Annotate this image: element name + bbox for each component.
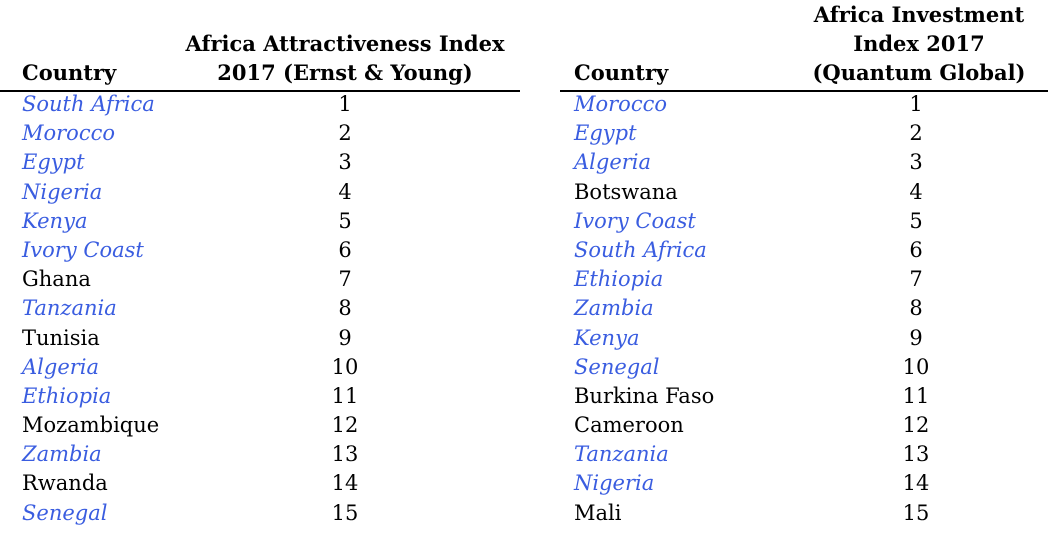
rank-cell: 4 (338, 179, 352, 204)
rank-cell: 9 (909, 325, 923, 350)
rank-cell: 8 (909, 296, 923, 321)
table-body: Morocco 1 Egypt 2 Algeria 3 Botswana 4 Ivory Coa… (560, 90, 1048, 528)
table-row: Cameroon 12 (560, 411, 1048, 440)
rank-cell: 3 (909, 150, 923, 175)
table-row: Tanzania 13 (560, 440, 1048, 469)
table-row: Zambia 8 (560, 294, 1048, 323)
rank-cell: 3 (338, 150, 352, 175)
table-row: Algeria 3 (560, 148, 1048, 177)
country-cell: Nigeria (22, 179, 103, 204)
table-row: Mali 15 (560, 499, 1048, 528)
country-cell: Kenya (22, 208, 88, 233)
table-header: Country Africa Attractiveness Index 2017… (0, 0, 520, 92)
rank-cell: 4 (909, 179, 923, 204)
rank-cell: 1 (338, 92, 352, 116)
index-column-header: Africa Investment Index 2017 (Quantum Gl… (812, 2, 1026, 85)
country-cell: Rwanda (22, 471, 108, 496)
country-column-header: Country (574, 60, 669, 85)
table-row: Nigeria 14 (560, 469, 1048, 498)
rank-cell: 5 (338, 208, 352, 233)
table-row: Kenya 9 (560, 324, 1048, 353)
rank-cell: 15 (902, 500, 930, 525)
table-row: South Africa 6 (560, 236, 1048, 265)
country-cell: Mozambique (22, 413, 160, 438)
table-row: Burkina Faso 11 (560, 382, 1048, 411)
table-row: Zambia 13 (0, 440, 520, 469)
table-row: Ivory Coast 6 (0, 236, 520, 265)
country-cell: Morocco (22, 121, 115, 146)
index-column-header: Africa Attractiveness Index 2017 (Ernst … (185, 31, 505, 85)
country-cell: Tanzania (22, 296, 117, 321)
rank-cell: 10 (331, 354, 359, 379)
table-row: Ivory Coast 5 (560, 207, 1048, 236)
rank-cell: 13 (902, 442, 930, 467)
country-cell: Nigeria (574, 471, 655, 496)
table-row: Ghana 7 (0, 265, 520, 294)
table-row: Tanzania 8 (0, 294, 520, 323)
rank-cell: 10 (902, 354, 930, 379)
rank-cell: 12 (331, 413, 359, 438)
table-row: Ethiopia 7 (560, 265, 1048, 294)
table-row: Senegal 10 (560, 353, 1048, 382)
table-row: Botswana 4 (560, 178, 1048, 207)
rank-cell: 8 (338, 296, 352, 321)
country-cell: Ivory Coast (22, 237, 144, 262)
rank-cell: 9 (338, 325, 352, 350)
rank-cell: 6 (338, 237, 352, 262)
country-cell: Zambia (574, 296, 654, 321)
country-cell: Botswana (574, 179, 678, 204)
rank-cell: 11 (331, 383, 359, 408)
rank-cell: 15 (331, 500, 359, 525)
country-cell: Mali (574, 500, 622, 525)
table-row: South Africa 1 (0, 90, 520, 119)
table-row: Ethiopia 11 (0, 382, 520, 411)
rank-cell: 2 (338, 121, 352, 146)
rank-cell: 11 (902, 383, 930, 408)
country-cell: Burkina Faso (574, 383, 715, 408)
country-cell: Senegal (574, 354, 660, 379)
table-row: Egypt 3 (0, 148, 520, 177)
rank-cell: 14 (331, 471, 359, 496)
country-cell: Morocco (574, 92, 667, 116)
rank-cell: 5 (909, 208, 923, 233)
country-cell: South Africa (22, 92, 155, 116)
table-row: Morocco 2 (0, 119, 520, 148)
country-cell: Tunisia (22, 325, 100, 350)
country-cell: Tanzania (574, 442, 669, 467)
country-cell: Ivory Coast (574, 208, 696, 233)
rank-cell: 1 (909, 92, 923, 116)
table-row: Rwanda 14 (0, 469, 520, 498)
table-row: Morocco 1 (560, 90, 1048, 119)
country-cell: Egypt (574, 121, 637, 146)
table-row: Tunisia 9 (0, 324, 520, 353)
country-cell: Senegal (22, 500, 108, 525)
table-row: Egypt 2 (560, 119, 1048, 148)
table-row: Senegal 15 (0, 499, 520, 528)
rank-cell: 12 (902, 413, 930, 438)
rank-cell: 7 (909, 267, 923, 292)
country-cell: Ethiopia (22, 383, 112, 408)
country-cell: Algeria (22, 354, 100, 379)
rank-cell: 6 (909, 237, 923, 262)
country-cell: Kenya (574, 325, 640, 350)
rank-cell: 14 (902, 471, 930, 496)
country-cell: Cameroon (574, 413, 684, 438)
country-cell: Algeria (574, 150, 652, 175)
country-column-header: Country (22, 60, 117, 85)
country-cell: Zambia (22, 442, 102, 467)
table-row: Nigeria 4 (0, 178, 520, 207)
table-row: Algeria 10 (0, 353, 520, 382)
rank-cell: 7 (338, 267, 352, 292)
country-cell: Ghana (22, 267, 91, 292)
country-cell: Egypt (22, 150, 85, 175)
table-header: Country Africa Investment Index 2017 (Qu… (560, 0, 1048, 92)
rank-cell: 2 (909, 121, 923, 146)
country-cell: Ethiopia (574, 267, 664, 292)
table-body: South Africa 1 Morocco 2 Egypt 3 Nigeria 4 Kenya… (0, 90, 520, 528)
table-row: Mozambique 12 (0, 411, 520, 440)
rank-cell: 13 (331, 442, 359, 467)
country-cell: South Africa (574, 237, 707, 262)
table-row: Kenya 5 (0, 207, 520, 236)
